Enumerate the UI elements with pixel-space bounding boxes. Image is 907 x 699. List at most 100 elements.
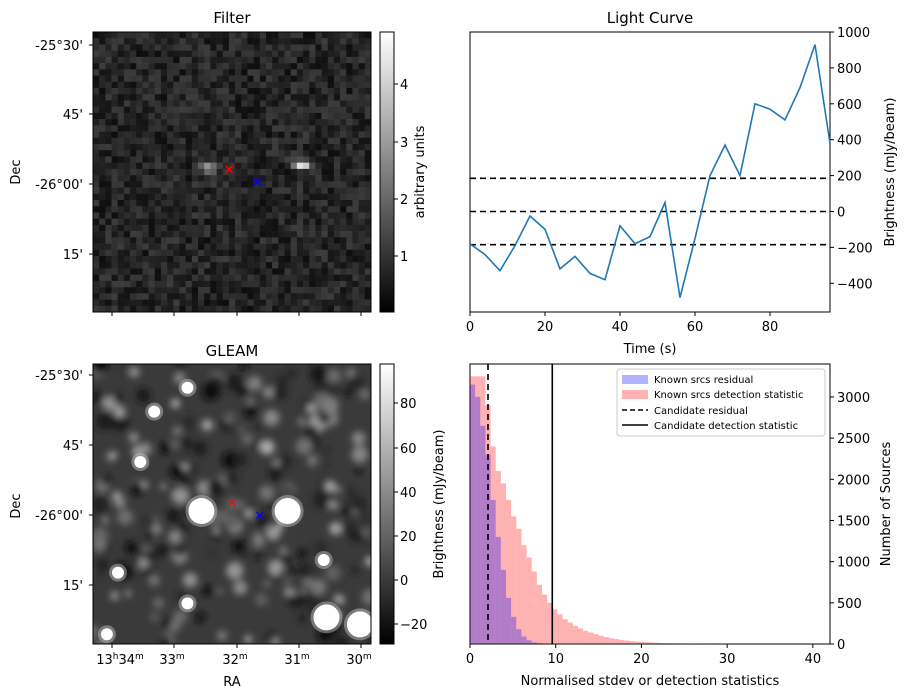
filter-pixel [358, 262, 366, 269]
filter-pixel [340, 63, 347, 70]
filter-pixel [123, 243, 131, 251]
filter-pixel [160, 262, 168, 269]
filter-pixel [216, 75, 224, 83]
filter-pixel [160, 81, 168, 89]
filter-pixel [179, 156, 186, 163]
filter-pixel [228, 262, 236, 269]
filter-pixel [99, 112, 106, 120]
filter-pixel [235, 32, 242, 39]
gleam-noise-blob [181, 416, 197, 431]
filter-pixel [111, 218, 119, 226]
filter-pixel [333, 100, 341, 107]
gleam-noise-blob [341, 521, 352, 532]
gleam-panel: GLEAM -25°30' 45' -26°00' 15' 13h34m 33m… [9, 342, 427, 690]
filter-pixel [265, 106, 273, 114]
filter-pixel [309, 237, 316, 244]
filter-pixel [136, 125, 143, 132]
detection-bar [624, 640, 630, 644]
filter-pixel [142, 150, 149, 157]
filter-pixel [284, 69, 291, 76]
detection-bar [588, 632, 594, 644]
filter-pixel [235, 119, 242, 126]
filter-pixel [99, 206, 106, 213]
filter-pixel [296, 38, 304, 45]
filter-pixel [235, 81, 242, 89]
filter-pixel [228, 106, 236, 114]
filter-pixel [247, 50, 254, 58]
filter-pixel [290, 44, 298, 51]
filter-pixel [210, 75, 217, 83]
filter-pixel [93, 256, 100, 263]
filter-pixel [272, 106, 279, 114]
filter-pixel [179, 268, 186, 275]
filter-pixel [142, 224, 149, 232]
filter-pixel [303, 224, 310, 232]
filter-pixel [333, 156, 341, 163]
gleam-noise-blob [161, 637, 172, 644]
filter-pixel [290, 63, 298, 70]
filter-pixel [315, 231, 322, 238]
filter-pixel [93, 63, 100, 70]
filter-pixel [340, 112, 347, 120]
legend-swatch-detection [622, 390, 648, 399]
filter-pixel [290, 224, 298, 232]
filter-pixel [346, 280, 353, 288]
lc-ytick-label: 600 [837, 98, 862, 113]
filter-pixel [191, 200, 199, 207]
filter-pixel [358, 38, 366, 45]
filter-pixel [284, 293, 291, 300]
filter-pixel [191, 262, 199, 269]
filter-pixel [241, 200, 248, 207]
filter-pixel [99, 168, 106, 176]
lc-xtick-label: 40 [612, 320, 629, 335]
filter-pixel [216, 249, 224, 257]
filter-pixel [259, 69, 267, 76]
filter-pixel [210, 256, 217, 263]
filter-pixel [99, 187, 106, 195]
filter-pixel [93, 243, 100, 251]
filter-pixel [148, 69, 156, 76]
filter-pixel [154, 75, 162, 83]
gleam-noise-blob [241, 433, 254, 445]
filter-pixel [179, 100, 186, 107]
gleam-noise-blob [327, 368, 342, 384]
filter-pixel [142, 193, 149, 201]
filter-pixel [160, 168, 168, 176]
filter-pixel [247, 212, 254, 219]
filter-pixel [148, 106, 156, 114]
filter-pixel [105, 274, 112, 282]
filter-pixel [340, 100, 347, 107]
filter-pixel [179, 256, 186, 263]
filter-pixel [167, 181, 174, 188]
filter-pixel [259, 268, 267, 275]
filter-pixel [148, 168, 156, 176]
filter-pixel [154, 162, 162, 170]
filter-pixel [173, 237, 180, 244]
gleam-cbar-label: 20 [400, 530, 417, 545]
filter-pixel [173, 212, 180, 219]
filter-pixel [210, 305, 217, 313]
filter-pixel [253, 305, 261, 313]
filter-pixel [327, 94, 335, 101]
filter-pixel [272, 44, 279, 51]
filter-pixel [346, 268, 353, 275]
filter-pixel [352, 50, 359, 58]
filter-pixel [228, 256, 236, 263]
filter-pixel [272, 156, 279, 163]
filter-pixel [160, 299, 168, 307]
filter-pixel [259, 187, 267, 195]
filter-pixel [364, 44, 372, 51]
gleam-noise-blob [351, 431, 366, 446]
filter-pixel [364, 243, 372, 251]
filter-pixel [346, 63, 353, 70]
filter-pixel [327, 299, 335, 307]
filter-pixel [216, 125, 224, 132]
filter-pixel [346, 224, 353, 232]
filter-pixel [235, 256, 242, 263]
filter-pixel [216, 175, 224, 182]
filter-pixel [284, 38, 291, 45]
filter-pixel [352, 69, 359, 76]
filter-ytick-label: -26°00' [35, 178, 83, 193]
filter-pixel [290, 193, 298, 201]
filter-pixel [179, 200, 186, 207]
